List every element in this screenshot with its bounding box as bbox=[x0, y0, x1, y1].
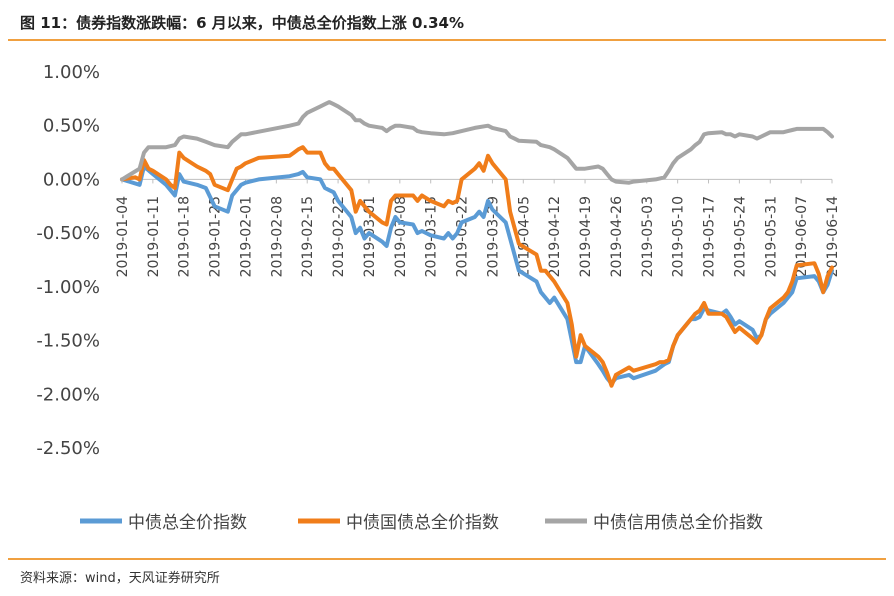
x-tick-label: 2019-03-22 bbox=[455, 196, 471, 277]
x-tick-label: 2019-02-08 bbox=[269, 196, 285, 277]
x-tick-label: 2019-04-26 bbox=[609, 196, 625, 277]
x-tick-label: 2019-04-19 bbox=[578, 196, 594, 277]
source-note: 资料来源：wind，天风证券研究所 bbox=[20, 571, 220, 586]
x-tick-label: 2019-01-18 bbox=[177, 196, 193, 277]
x-tick-label: 2019-06-14 bbox=[825, 196, 841, 277]
x-tick-label: 2019-01-11 bbox=[146, 196, 162, 277]
y-tick-label: 1.00% bbox=[43, 62, 100, 83]
series-line-3 bbox=[120, 100, 834, 185]
x-tick-label: 2019-05-10 bbox=[671, 196, 687, 277]
x-tick-label: 2019-05-31 bbox=[763, 196, 779, 277]
y-tick-label: -1.50% bbox=[36, 331, 100, 352]
x-tick-label: 2019-01-04 bbox=[115, 196, 131, 277]
y-tick-label: -0.50% bbox=[36, 223, 100, 244]
y-tick-label: 0.50% bbox=[43, 116, 100, 137]
x-tick-label: 2019-05-03 bbox=[640, 196, 656, 277]
footer-divider bbox=[8, 558, 886, 560]
x-tick-label: 2019-05-24 bbox=[732, 196, 748, 277]
series-line-2 bbox=[120, 145, 834, 388]
y-tick-label: 0.00% bbox=[43, 169, 100, 190]
legend-label-1: 中债总全价指数 bbox=[128, 513, 247, 533]
x-tick-label: 2019-04-05 bbox=[516, 196, 532, 277]
x-tick-label: 2019-04-12 bbox=[547, 196, 563, 277]
y-tick-label: -2.50% bbox=[36, 438, 100, 459]
y-tick-label: -2.00% bbox=[36, 384, 100, 405]
x-tick-label: 2019-02-01 bbox=[238, 196, 254, 277]
x-tick-label: 2019-02-22 bbox=[331, 196, 347, 277]
x-tick-label: 2019-05-17 bbox=[702, 196, 718, 277]
series-line-1 bbox=[120, 164, 834, 386]
header-divider bbox=[8, 39, 886, 41]
y-tick-label: -1.00% bbox=[36, 277, 100, 298]
figure-title: 图 11：债券指数涨跌幅：6 月以来，中债总全价指数上涨 0.34% bbox=[20, 14, 465, 32]
x-tick-label: 2019-01-25 bbox=[208, 196, 224, 277]
x-tick-label: 2019-03-08 bbox=[393, 196, 409, 277]
x-tick-label: 2019-06-07 bbox=[794, 196, 810, 277]
x-tick-label: 2019-02-15 bbox=[300, 196, 316, 277]
legend-label-3: 中债信用债总全价指数 bbox=[593, 513, 763, 533]
legend-label-2: 中债国债总全价指数 bbox=[346, 513, 499, 533]
